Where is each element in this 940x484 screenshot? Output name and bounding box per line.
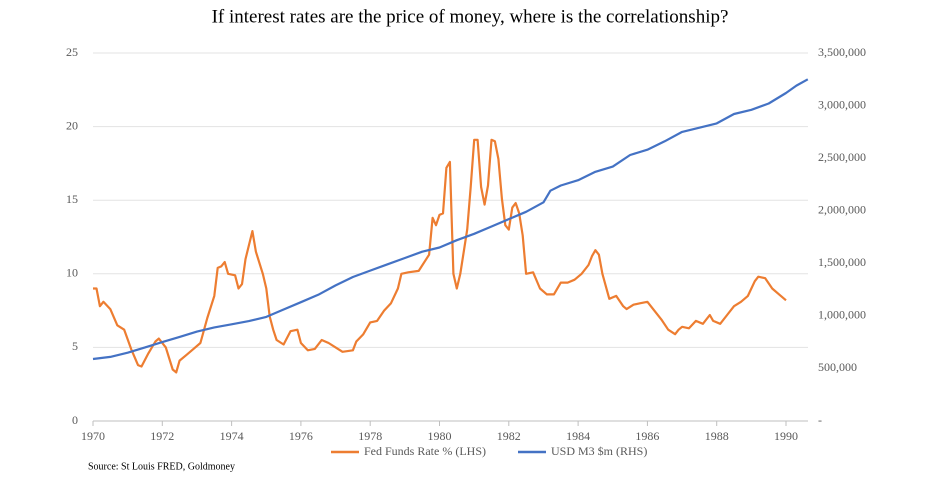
y2-tick-label: 500,000 — [818, 360, 857, 374]
y2-tick-label: 1,000,000 — [818, 308, 866, 322]
y2-tick-label: 2,000,000 — [818, 202, 866, 216]
y-tick-label: 25 — [66, 45, 78, 59]
y-tick-label: 20 — [66, 118, 78, 132]
x-tick-label: 1990 — [774, 429, 798, 443]
x-tick-label: 1980 — [428, 429, 452, 443]
x-tick-label: 1972 — [150, 429, 174, 443]
x-tick-label: 1982 — [497, 429, 521, 443]
y2-tick-label: 2,500,000 — [818, 150, 866, 164]
legend-label: Fed Funds Rate % (LHS) — [364, 444, 486, 458]
x-tick-label: 1978 — [358, 429, 382, 443]
y2-tick-label: - — [818, 413, 822, 427]
y2-tick-label: 3,000,000 — [818, 97, 866, 111]
source-note: Source: St Louis FRED, Goldmoney — [88, 461, 235, 472]
y2-tick-label: 1,500,000 — [818, 255, 866, 269]
x-tick-label: 1976 — [289, 429, 313, 443]
y-tick-label: 10 — [66, 266, 78, 280]
y-tick-label: 15 — [66, 192, 78, 206]
legend-label: USD M3 $m (RHS) — [551, 444, 647, 458]
x-tick-label: 1988 — [705, 429, 729, 443]
x-tick-label: 1970 — [81, 429, 105, 443]
x-tick-label: 1986 — [635, 429, 659, 443]
y-tick-label: 5 — [72, 339, 78, 353]
x-tick-label: 1984 — [566, 429, 590, 443]
series-line — [92, 78, 809, 361]
series-line — [93, 138, 787, 374]
chart-title: If interest rates are the price of money… — [212, 6, 729, 27]
y-tick-label: 0 — [72, 413, 78, 427]
x-tick-label: 1974 — [220, 429, 244, 443]
y2-tick-label: 3,500,000 — [818, 45, 866, 59]
